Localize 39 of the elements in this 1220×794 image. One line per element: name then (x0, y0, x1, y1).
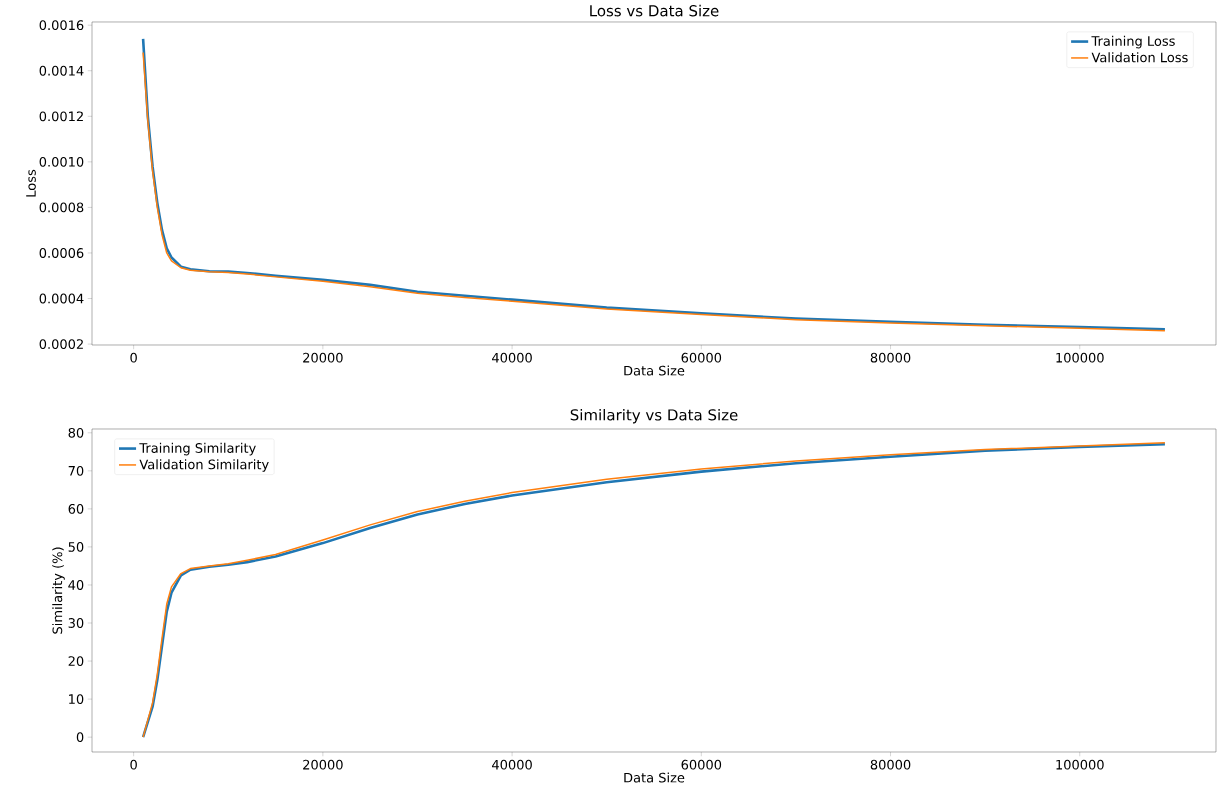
y-tick-label: 0 (76, 732, 84, 743)
y-tick-label: 10 (69, 694, 84, 705)
x-tick-label: 100000 (1056, 759, 1104, 770)
x-tick-label: 60000 (681, 352, 722, 363)
y-tick-label: 0.0014 (39, 65, 84, 76)
y-tick-label: 0.0006 (39, 248, 84, 258)
y-tick-label: 40 (68, 580, 84, 590)
chart-title: Loss vs Data Size (590, 4, 719, 17)
y-tick-label: 0.0016 (39, 20, 84, 31)
x-tick-label: 80000 (870, 352, 911, 363)
legend-label: Validation Similarity (139, 459, 269, 472)
x-tick-label: 60000 (681, 759, 722, 770)
y-tick-label: 0.0002 (39, 339, 83, 349)
x-tick-label: 20000 (303, 352, 343, 363)
x-tick-label: 40000 (492, 352, 532, 363)
y-axis-title: Similarity (%) (52, 547, 65, 634)
y-tick-label: 80 (68, 427, 84, 438)
y-axis-title: Loss (26, 169, 36, 197)
y-tick-label: 70 (68, 465, 84, 476)
x-tick-label: 100000 (1056, 352, 1104, 363)
y-tick-label: 0.0010 (39, 156, 84, 167)
legend-label: Training Loss (1091, 35, 1175, 49)
legend-label: Training Similarity (139, 442, 256, 456)
chart-title: Similarity vs Data Size (570, 408, 738, 424)
y-tick-label: 0.0008 (39, 202, 84, 213)
legend-label: Validation Loss (1091, 52, 1188, 63)
x-tick-label: 80000 (870, 759, 911, 770)
y-tick-label: 30 (68, 618, 84, 628)
y-tick-label: 0.0012 (39, 111, 83, 122)
x-axis-title: Data Size (624, 365, 685, 376)
y-tick-label: 0.0004 (39, 293, 84, 304)
x-tick-label: 40000 (492, 759, 532, 770)
y-tick-label: 60 (68, 503, 84, 514)
y-tick-label: 20 (68, 656, 84, 666)
x-tick-label: 20000 (303, 759, 343, 770)
y-tick-label: 50 (68, 542, 84, 552)
x-axis-title: Data Size (624, 772, 685, 783)
x-tick-label: 0 (130, 759, 137, 770)
x-tick-label: 0 (130, 352, 137, 363)
